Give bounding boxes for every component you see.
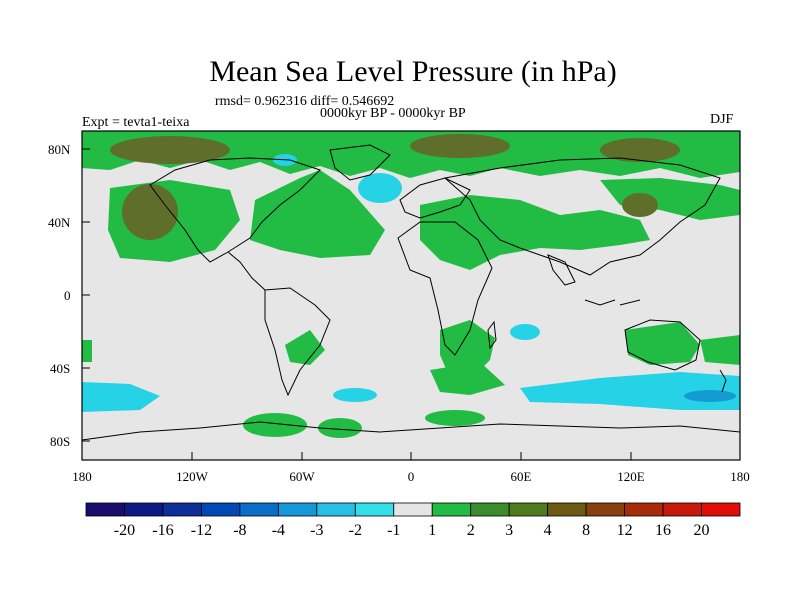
colorbar-label: -16 bbox=[152, 522, 173, 539]
colorbar-swatch bbox=[662, 502, 702, 517]
colorbar-swatch bbox=[316, 502, 356, 517]
colorbar-swatch bbox=[85, 502, 125, 517]
colorbar-label: 20 bbox=[694, 522, 710, 539]
anomaly-fill-layer bbox=[82, 131, 740, 438]
colorbar-label: 3 bbox=[505, 522, 513, 539]
colorbar-label: 12 bbox=[617, 522, 633, 539]
lat-label-80n: 80N bbox=[48, 142, 71, 157]
colorbar-label: 16 bbox=[655, 522, 671, 539]
lon-label-120w: 120W bbox=[176, 469, 209, 484]
map-title: Mean Sea Level Pressure (in hPa) bbox=[209, 55, 617, 88]
colorbar-label: 1 bbox=[428, 522, 436, 539]
lat-label-0: 0 bbox=[64, 288, 71, 303]
colorbar-label: -12 bbox=[191, 522, 212, 539]
colorbar-swatch bbox=[277, 502, 318, 517]
colorbar-swatch bbox=[431, 502, 472, 517]
lon-label-180w: 180 bbox=[72, 469, 92, 484]
colorbar-label: 8 bbox=[582, 522, 590, 539]
experiment-label: Expt = tevta1-teixa bbox=[82, 115, 190, 130]
colorbar-label: -8 bbox=[233, 522, 246, 539]
colorbar-swatch bbox=[201, 502, 241, 517]
colorbar-swatch bbox=[470, 502, 510, 517]
lon-label-180e: 180 bbox=[730, 469, 750, 484]
period-label: 0000kyr BP - 0000kyr BP bbox=[320, 106, 466, 121]
colorbar-label: -4 bbox=[272, 522, 285, 539]
colorbar-label: 2 bbox=[467, 522, 475, 539]
season-label: DJF bbox=[710, 112, 734, 127]
colorbar-swatch bbox=[624, 502, 664, 517]
colorbar-label: -2 bbox=[349, 522, 362, 539]
arctic-positive-region bbox=[82, 131, 740, 178]
lat-label-40s: 40S bbox=[50, 361, 70, 376]
lon-label-60e: 60E bbox=[511, 469, 532, 484]
axis-ticks bbox=[81, 148, 741, 460]
lon-label-120e: 120E bbox=[617, 469, 645, 484]
colorbar-swatch bbox=[239, 502, 279, 517]
colorbar-swatch bbox=[508, 502, 549, 517]
lon-label-0: 0 bbox=[408, 469, 415, 484]
colorbar-swatch bbox=[354, 502, 395, 517]
colorbar-label: 4 bbox=[544, 522, 552, 539]
colorbar-label: -3 bbox=[310, 522, 323, 539]
lat-label-40n: 40N bbox=[48, 215, 71, 230]
colorbar-swatch bbox=[393, 502, 433, 517]
colorbar-label: -20 bbox=[114, 522, 135, 539]
lat-label-80s: 80S bbox=[50, 434, 70, 449]
colorbar: -20 -16 -12 -8 -4 -3 -2 -1 1 2 3 4 8 12 16 20 bbox=[85, 502, 741, 539]
colorbar-swatch bbox=[701, 502, 741, 517]
stats-line: rmsd= 0.962316 diff= 0.546692 bbox=[215, 94, 395, 109]
colorbar-swatch bbox=[547, 502, 587, 517]
coastlines bbox=[81, 144, 741, 441]
colorbar-swatch bbox=[585, 502, 625, 517]
colorbar-swatch bbox=[162, 502, 202, 517]
colorbar-swatch bbox=[124, 502, 164, 517]
colorbar-label: -1 bbox=[387, 522, 400, 539]
lon-label-60w: 60W bbox=[289, 469, 315, 484]
